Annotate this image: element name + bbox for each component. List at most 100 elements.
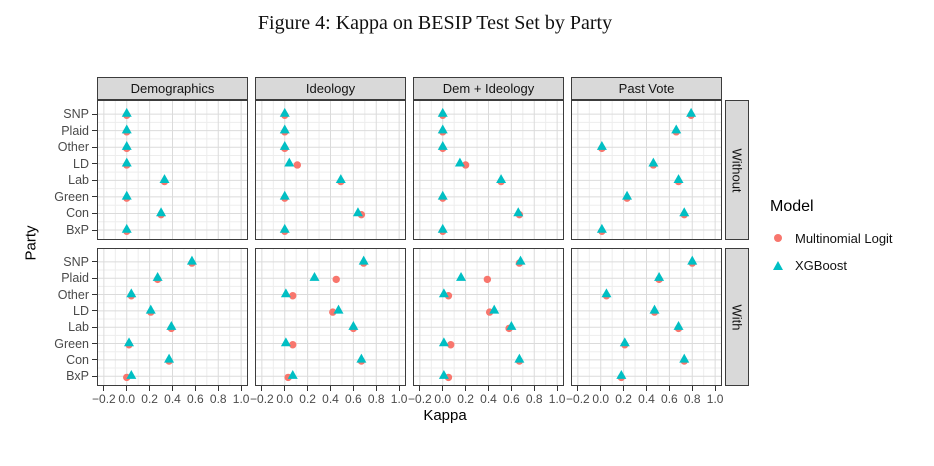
x-tick-mark bbox=[714, 386, 716, 391]
y-tick-label: Lab bbox=[68, 320, 89, 335]
point-xgboost bbox=[280, 288, 291, 298]
x-tick-mark bbox=[419, 386, 421, 391]
point-xgboost bbox=[121, 157, 132, 167]
x-tick-mark bbox=[217, 386, 219, 391]
x-tick-label: 0.6 bbox=[187, 392, 204, 406]
x-tick-label: 1.0 bbox=[390, 392, 408, 406]
point-xgboost bbox=[437, 223, 448, 233]
facet-strip-demographics: Demographics bbox=[97, 77, 248, 100]
point-xgboost bbox=[456, 272, 467, 281]
point-xgboost bbox=[616, 370, 627, 379]
point-xgboost bbox=[671, 124, 682, 134]
facet-row-strip-label: Without bbox=[729, 147, 745, 193]
x-tick-mark bbox=[330, 386, 331, 391]
y-tick-mark bbox=[92, 375, 97, 377]
point-xgboost bbox=[152, 272, 163, 281]
y-tick-mark bbox=[92, 179, 97, 181]
point-xgboost bbox=[333, 304, 344, 314]
point-xgboost bbox=[438, 337, 449, 347]
point-multinomial-logit bbox=[447, 341, 455, 349]
point-xgboost bbox=[279, 223, 290, 233]
x-tick-mark bbox=[600, 386, 602, 391]
facet-row-strip-label: With bbox=[729, 304, 745, 330]
point-xgboost bbox=[673, 174, 684, 184]
y-tick-label: Con bbox=[66, 352, 89, 367]
x-tick-label: 0.0 bbox=[592, 392, 610, 406]
point-xgboost bbox=[124, 337, 135, 347]
x-tick-label: −0.2 bbox=[408, 392, 432, 406]
x-tick-mark bbox=[646, 386, 647, 391]
y-tick-mark bbox=[92, 229, 97, 231]
point-xgboost bbox=[679, 207, 690, 217]
y-tick-mark bbox=[92, 310, 97, 312]
x-tick-mark bbox=[375, 386, 377, 391]
point-xgboost bbox=[145, 304, 156, 314]
point-xgboost bbox=[126, 288, 137, 298]
point-xgboost bbox=[679, 353, 690, 363]
point-xgboost bbox=[673, 321, 684, 330]
x-tick-mark bbox=[488, 386, 489, 391]
x-tick-label: −0.2 bbox=[92, 392, 116, 406]
point-xgboost bbox=[358, 255, 369, 265]
panel-without-demographics bbox=[97, 100, 248, 240]
point-xgboost bbox=[159, 174, 170, 184]
x-tick-mark bbox=[172, 386, 173, 391]
y-tick-mark bbox=[92, 343, 97, 345]
point-xgboost bbox=[437, 190, 448, 200]
y-tick-mark bbox=[92, 277, 97, 279]
x-tick-label: 0.4 bbox=[322, 392, 339, 406]
point-xgboost bbox=[649, 304, 660, 314]
y-tick-label: Other bbox=[57, 287, 89, 302]
x-tick-label: 0.4 bbox=[638, 392, 655, 406]
x-tick-label: 0.6 bbox=[345, 392, 362, 406]
point-xgboost bbox=[121, 124, 132, 134]
x-tick-mark bbox=[510, 386, 512, 391]
x-tick-label: 0.8 bbox=[209, 392, 227, 406]
x-tick-mark bbox=[261, 386, 263, 391]
point-xgboost bbox=[121, 141, 132, 150]
y-tick-mark bbox=[92, 326, 97, 328]
x-tick-label: −0.2 bbox=[566, 392, 590, 406]
figure-title: Figure 4: Kappa on BESIP Test Set by Par… bbox=[257, 12, 613, 34]
point-xgboost bbox=[596, 223, 607, 233]
y-tick-label: LD bbox=[73, 156, 89, 171]
point-xgboost bbox=[121, 223, 132, 233]
point-xgboost bbox=[438, 370, 449, 379]
legend-title: Model bbox=[770, 198, 814, 215]
point-xgboost bbox=[601, 288, 612, 298]
point-xgboost bbox=[687, 255, 698, 265]
point-xgboost bbox=[514, 353, 525, 363]
point-xgboost bbox=[348, 321, 359, 330]
point-xgboost bbox=[596, 141, 607, 150]
x-tick-mark bbox=[668, 386, 670, 391]
x-tick-mark bbox=[577, 386, 579, 391]
y-tick-label: LD bbox=[73, 303, 89, 318]
point-xgboost bbox=[279, 190, 290, 200]
legend-item-multinomial-logit: Multinomial Logit bbox=[770, 230, 893, 246]
facet-row-strip-with: With bbox=[725, 248, 749, 386]
point-multinomial-logit bbox=[461, 161, 470, 169]
y-tick-mark bbox=[92, 196, 97, 198]
point-xgboost bbox=[356, 353, 367, 363]
x-tick-label: 0.2 bbox=[299, 392, 316, 406]
panel-with-demographics bbox=[97, 248, 248, 386]
point-multinomial-logit bbox=[332, 275, 340, 284]
x-tick-label: 0.4 bbox=[480, 392, 497, 406]
x-tick-label: −0.2 bbox=[250, 392, 274, 406]
x-tick-label: 0.4 bbox=[164, 392, 181, 406]
y-tick-label: Lab bbox=[68, 173, 89, 188]
point-xgboost bbox=[186, 255, 197, 265]
point-xgboost bbox=[166, 321, 177, 330]
x-tick-label: 0.2 bbox=[457, 392, 474, 406]
x-tick-mark bbox=[623, 386, 625, 391]
point-xgboost bbox=[121, 107, 132, 117]
point-xgboost bbox=[513, 207, 524, 217]
point-multinomial-logit bbox=[483, 275, 492, 284]
point-xgboost bbox=[280, 337, 291, 347]
x-tick-label: 0.8 bbox=[367, 392, 385, 406]
triangle-marker-icon bbox=[770, 260, 786, 270]
y-tick-mark bbox=[92, 294, 97, 296]
x-tick-mark bbox=[126, 386, 128, 391]
circle-marker-icon bbox=[770, 234, 786, 242]
x-tick-label: 0.0 bbox=[434, 392, 452, 406]
